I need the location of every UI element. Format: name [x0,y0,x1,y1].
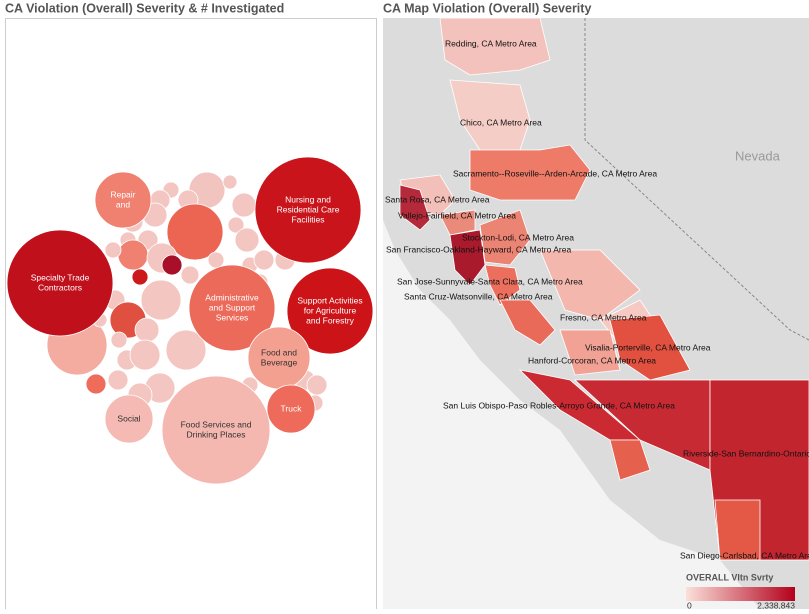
bubble-label: Social [117,413,140,423]
bubble-label: Residential Care [277,204,340,214]
bubble [254,156,362,264]
bubble-label: Food Services and [181,419,252,429]
panel-title: CA Violation (Overall) Severity & # Inve… [5,1,284,15]
bubble [180,265,200,285]
bubble [222,174,238,190]
map-label: Hanford-Corcoran, CA Metro Area [528,355,656,365]
bubble-label: Truck [281,403,303,413]
bubble [104,394,154,444]
map-label: San Jose-Sunnyvale-Santa Clara, CA Metro… [397,276,583,286]
bubble [134,317,160,343]
bubble [94,171,152,229]
map-label: Vallejo-Fairfield, CA Metro Area [398,210,516,220]
map-label: Nevada [735,148,781,163]
legend-max: 2,338,843 [757,600,795,609]
bubble [161,375,271,485]
legend-gradient [686,587,795,601]
legend-min: 0 [687,600,692,609]
bubble-label: and [116,199,130,209]
bubble [110,331,128,349]
bubble [165,329,207,371]
map: Nevada Redding, CA Metro Area Chico, CA M… [383,18,809,609]
bubble [107,369,129,391]
map-label: Santa Cruz-Watsonville, CA Metro Area [404,291,553,301]
bubble-label: Food and [261,347,297,357]
map-label: Fresno, CA Metro Area [560,312,647,322]
bubble-label: for Agriculture [304,305,357,315]
map-label: Sacramento--Roseville--Arden-Arcade, CA … [453,168,657,178]
map-label: Visalia-Porterville, CA Metro Area [585,342,711,352]
bubble-label: Services [216,312,249,322]
bubble [161,254,183,276]
bubble-label: Support Activities [297,295,362,305]
bubble [104,241,122,259]
map-label: Redding, CA Metro Area [445,38,537,48]
map-label: Santa Rosa, CA Metro Area [385,194,490,204]
bubble-label: Administrative [205,292,259,302]
bubble [6,229,114,337]
bubble-label: Facilities [291,214,324,224]
bubble [188,264,276,352]
bubble-label: Repair [110,189,135,199]
bubble [140,279,182,321]
bubble [129,339,161,371]
bubble [231,192,257,218]
map-label: Stockton-Lodi, CA Metro Area [462,232,574,242]
state-border [584,18,809,341]
bubble [234,227,260,253]
bubble-label: Specialty Trade [31,272,90,282]
bubble [117,239,149,271]
bubble [166,203,224,261]
bubble [306,374,328,396]
bubble [253,249,275,271]
bubble [266,384,316,434]
map-label: San Luis Obispo-Paso Robles-Arroyo Grand… [443,400,675,410]
bubble-label: Beverage [261,357,298,367]
map-label: Riverside-San Bernardino-Ontario, CA Met… [683,448,809,458]
bubble [131,268,149,286]
bubble-label: and Forestry [306,315,354,325]
bubble [207,251,225,269]
map-label: San Diego-Carlsbad, CA Metro Area [680,550,809,560]
bubble [286,267,374,355]
bubble [85,373,107,395]
map-label: San Francisco-Oakland-Hayward, CA Metro … [386,244,571,254]
bubble-label: Nursing and [285,194,331,204]
panel-title: CA Map Violation (Overall) Severity [383,1,591,15]
map-label: Chico, CA Metro Area [460,117,542,127]
bubble [227,216,245,234]
bubble-label: Contractors [38,282,82,292]
bubble-label: and Support [209,302,256,312]
bubble-label: Drinking Places [186,429,245,439]
legend-title: OVERALL Vltn Svrty [686,572,773,582]
regions [399,18,809,561]
